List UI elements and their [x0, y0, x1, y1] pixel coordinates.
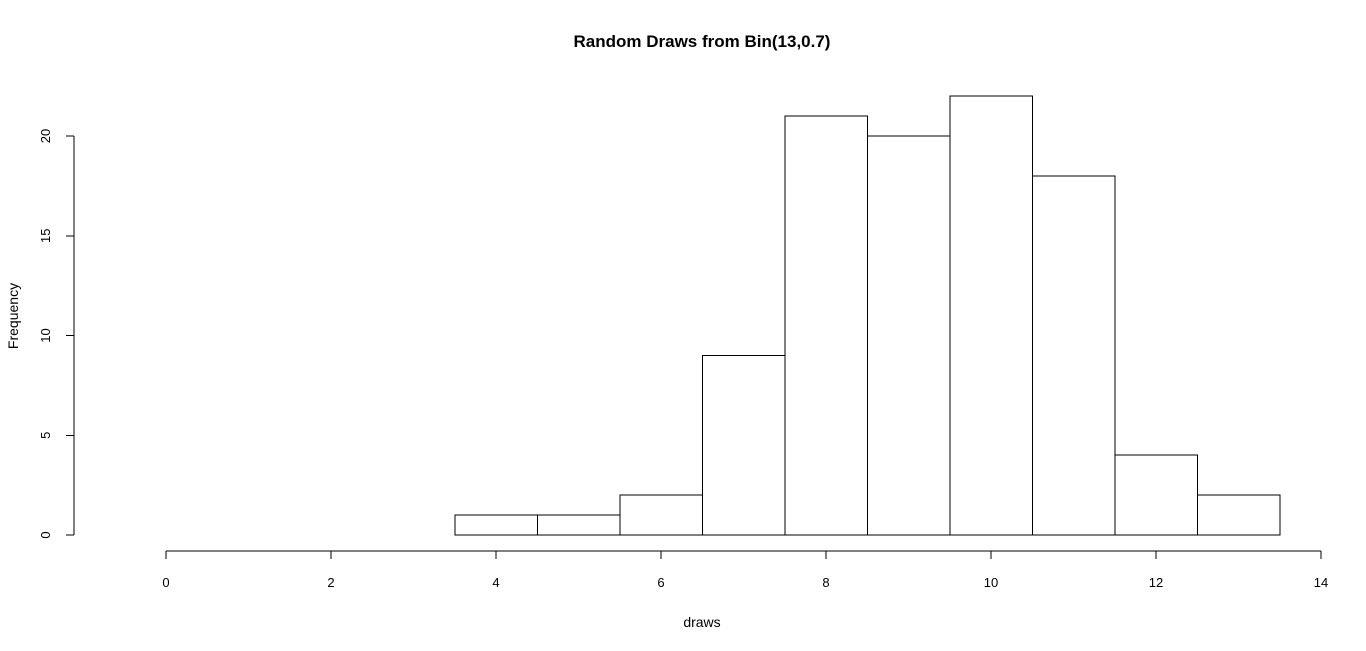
x-tick-label: 4 — [492, 575, 499, 590]
x-tick-label: 10 — [984, 575, 998, 590]
histogram-bar — [536, 514, 621, 536]
histogram-bar — [1114, 454, 1198, 536]
x-axis-label: draws — [683, 614, 720, 630]
y-tick-label: 0 — [38, 531, 53, 538]
histogram-bar — [1031, 175, 1116, 536]
x-tick-label: 0 — [162, 575, 169, 590]
histogram-bar — [454, 514, 538, 536]
histogram-bar — [866, 135, 951, 536]
histogram-bar — [1196, 494, 1281, 536]
y-tick-label: 20 — [38, 129, 53, 143]
x-tick-label: 2 — [327, 575, 334, 590]
y-tick-label: 5 — [38, 432, 53, 439]
x-tick-label: 12 — [1149, 575, 1163, 590]
y-axis-label: Frequency — [5, 283, 21, 349]
y-tick-label: 15 — [38, 229, 53, 243]
histogram-bar — [949, 95, 1033, 536]
x-tick-label: 8 — [822, 575, 829, 590]
histogram-bar — [619, 494, 703, 536]
x-tick-label: 14 — [1314, 575, 1328, 590]
histogram-bar — [784, 115, 868, 536]
chart-title: Random Draws from Bin(13,0.7) — [574, 32, 831, 51]
y-tick-label: 10 — [38, 328, 53, 342]
x-axis: 0 2 4 6 8 10 12 14 — [162, 550, 1328, 590]
x-tick-label: 6 — [657, 575, 664, 590]
y-axis: 0 5 10 15 20 — [38, 129, 75, 539]
bars-layer — [454, 95, 1281, 536]
histogram-bar — [701, 354, 786, 536]
